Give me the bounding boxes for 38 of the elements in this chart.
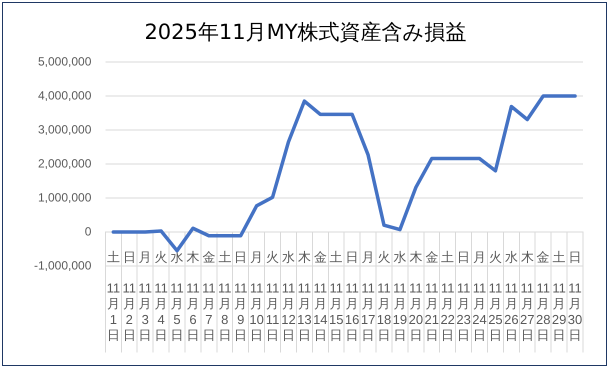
category-label: 月 11月10日 — [249, 249, 264, 342]
y-tick-label: 4,000,000 — [38, 88, 92, 102]
category-label: 日 11月23日 — [456, 249, 471, 342]
category-label: 土 11月1日 — [106, 249, 120, 342]
category-label: 月 11月17日 — [360, 249, 376, 342]
category-label: 月 11月3日 — [138, 249, 152, 342]
category-label: 金 11月14日 — [313, 249, 328, 342]
category-label: 木 11月20日 — [408, 249, 424, 342]
y-tick-label: 1,000,000 — [38, 190, 92, 204]
y-tick-label: 2,000,000 — [38, 156, 92, 170]
category-label: 日 11月9日 — [234, 249, 248, 342]
category-label: 日 11月2日 — [122, 249, 136, 342]
category-label: 水 11月5日 — [170, 249, 184, 342]
category-label: 火 11月25日 — [488, 249, 503, 342]
y-tick-label: 5,000,000 — [38, 54, 92, 68]
category-label: 月 11月24日 — [472, 249, 487, 342]
category-label: 土 11月29日 — [552, 249, 566, 342]
category-label: 火 11月18日 — [376, 249, 392, 342]
category-label: 木 11月27日 — [520, 249, 535, 342]
category-label: 火 11月4日 — [154, 249, 168, 342]
y-tick-label: 0 — [84, 224, 92, 238]
category-label: 水 11月19日 — [392, 249, 408, 342]
category-label: 金 11月21日 — [424, 249, 439, 342]
category-label: 木 11月13日 — [297, 249, 312, 342]
category-label: 水 11月12日 — [281, 249, 296, 342]
category-label: 金 11月7日 — [202, 249, 216, 342]
category-label: 金 11月28日 — [536, 249, 550, 342]
category-label: 水 11月26日 — [504, 249, 519, 342]
category-label: 土 11月22日 — [440, 249, 455, 342]
chart-title: 2025年11月MY株式資産含み損益 — [143, 19, 468, 46]
y-tick-label: -1,000,000 — [34, 258, 92, 272]
category-label: 火 11月11日 — [266, 249, 280, 342]
y-tick-label: 3,000,000 — [38, 122, 92, 136]
category-label: 土 11月8日 — [218, 249, 232, 342]
category-label: 木 11月6日 — [186, 249, 200, 342]
category-label: 日 11月30日 — [568, 249, 582, 342]
category-label: 日 11月16日 — [344, 249, 360, 342]
category-label: 土 11月15日 — [328, 249, 344, 342]
